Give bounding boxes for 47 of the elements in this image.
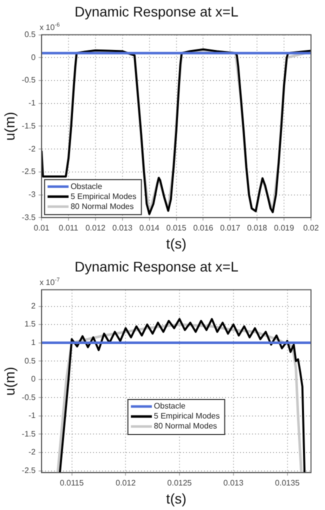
y-tick-label: -1 [28,411,36,420]
chart-title: Dynamic Response at x=L [74,258,239,274]
x-tick-label: 0.02 [303,224,320,233]
y-axis-title: u(m) [1,112,18,141]
y-tick-label: -2 [28,448,36,457]
x-tick-label: 0.015 [166,224,187,233]
y-tick-label: -0.5 [22,392,36,402]
x-tick-label: 0.011 [58,224,79,233]
y-axis-title: u(m) [1,366,18,396]
legend-label: 80 Normal Modes [154,422,218,431]
x-tick-label: 0.019 [274,224,295,233]
y-tick-label: 0.5 [24,356,36,366]
chart-title: Dynamic Response at x=L [74,3,239,20]
x-tick-label: 0.018 [247,224,268,233]
y-tick-label: -1.5 [22,121,36,130]
y-tick-label: -2.5 [22,167,36,176]
y-tick-label: -3.5 [22,212,36,222]
x-tick-label: 0.014 [139,224,160,233]
legend-label: 5 Empirical Modes [154,412,220,421]
y-tick-label: -0.5 [22,76,36,85]
legend-label: 80 Normal Modes [70,202,134,211]
x-tick-label: 0.0125 [167,478,192,488]
x-axis-title: t(s) [166,235,186,252]
x-tick-label: 0.013 [223,478,244,488]
y-tick-label: 1.5 [24,320,36,329]
x-tick-label: 0.017 [220,224,241,233]
x-tick-label: 0.01 [34,224,50,233]
y-tick-label: -1 [28,98,36,108]
x-tick-label: 0.013 [112,224,133,233]
legend-label: Obstacle [70,182,103,191]
x-tick-label: 0.012 [116,478,136,488]
x-tick-label: 0.012 [85,224,106,233]
legend-label: 5 Empirical Modes [70,192,136,201]
x-tick-label: 0.016 [193,224,214,233]
y-tick-label: 0 [31,374,36,384]
x-tick-label: 0.0135 [275,478,300,488]
y-tick-label: -2 [28,144,36,154]
y-tick-label: -1.5 [22,429,36,438]
y-tick-label: -3 [28,190,36,199]
y-tick-label: -2.5 [22,466,36,475]
y-tick-label: 2 [31,301,36,310]
y-tick-label: 0.5 [24,30,36,40]
y-tick-label: 1 [31,338,36,348]
x-axis-title: t(s) [166,490,186,506]
legend-label: Obstacle [154,402,186,411]
x-tick-label: 0.0115 [60,478,84,488]
y-tick-label: 0 [31,52,36,62]
